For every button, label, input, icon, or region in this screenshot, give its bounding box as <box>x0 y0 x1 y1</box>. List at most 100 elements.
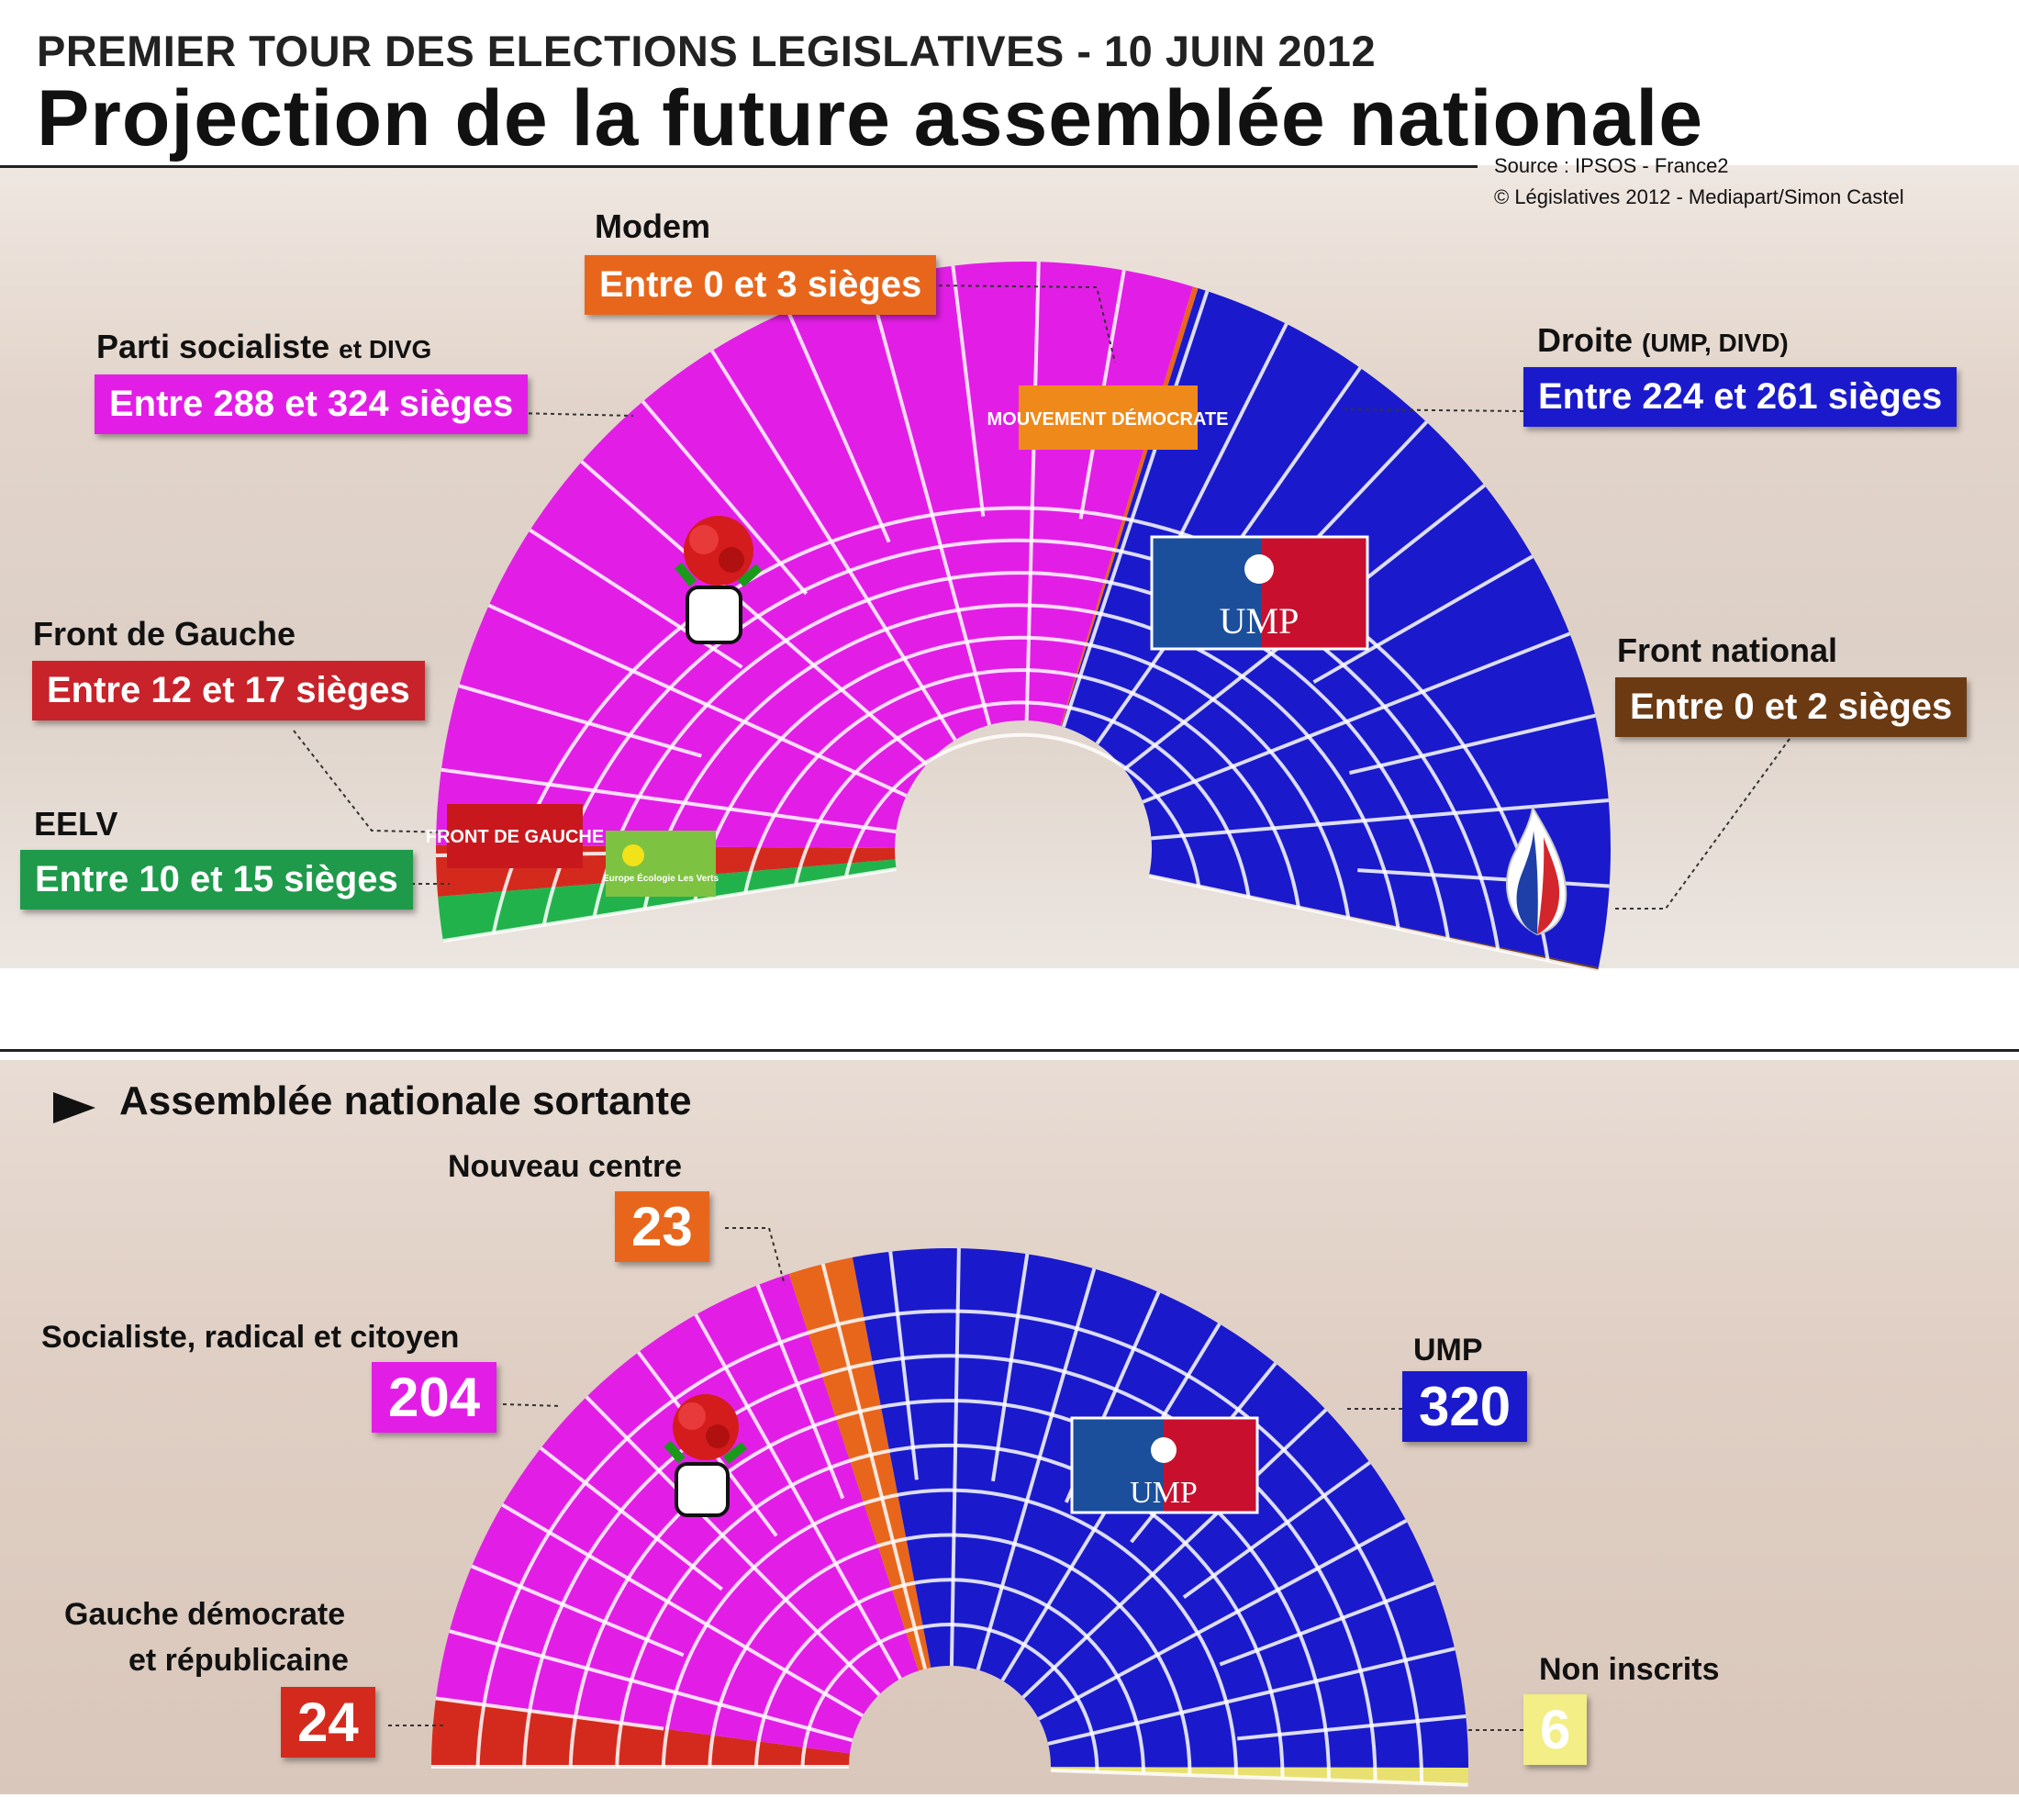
hemicycle-spoke-line <box>710 350 957 742</box>
value-box-ps: Entre 288 et 324 sièges <box>95 374 529 434</box>
hemicycle-spoke-line <box>990 1254 1030 1482</box>
hemicycle-spoke-line <box>458 684 702 758</box>
label-ps-suffix: et DIVG <box>339 335 432 363</box>
hemicycle-spoke-line <box>1047 1647 1456 1746</box>
label-modem: Modem <box>595 207 710 245</box>
hemicycle-spoke-line <box>976 1267 1097 1670</box>
fdg-logo-text: FRONT DE GAUCHE <box>426 827 604 847</box>
outgoing-hemicycle <box>431 1248 1468 1787</box>
hemicycle-spoke-line <box>442 866 898 943</box>
eelv-logo-text: Europe Écologie Les Verts <box>603 872 719 884</box>
value-box-src: 204 <box>372 1362 497 1433</box>
value-box-eelv: Entre 10 et 15 sièges <box>20 850 413 910</box>
section-arrow-icon <box>53 1092 95 1123</box>
hemicycle-spoke-line <box>786 309 891 543</box>
hemicycle-spoke-line <box>1061 290 1210 728</box>
page-title: Projection de la future assemblée nation… <box>37 74 1704 162</box>
section-title: Assemblée nationale sortante <box>119 1078 692 1123</box>
label-gdr-line2: et républicaine <box>128 1643 349 1678</box>
hemicycle-spoke-line <box>449 1629 853 1743</box>
label-droite-suffix: (UMP, DIVD) <box>1642 329 1789 357</box>
label-front-de-gauche: Front de Gauche <box>33 615 296 653</box>
hemicycle-spoke-line <box>888 1251 919 1480</box>
value-box-droite: Entre 224 et 261 sièges <box>1523 367 1958 427</box>
hemicycle-spoke-line <box>1357 868 1610 888</box>
party-logos: UMP UMP MOUVEMENT DÉMOCRATE FRONT DE GAU… <box>426 385 1567 1517</box>
leader-line-ps <box>513 412 634 417</box>
value-box-fn: Entre 0 et 2 sièges <box>1615 677 1968 737</box>
hemicycle-spoke-line <box>580 460 929 766</box>
ump-logo-icon: UMP <box>1150 535 1369 651</box>
hemicycle-spoke-line <box>501 1502 864 1718</box>
front-de-gauche-logo-icon: FRONT DE GAUCHE <box>426 804 604 868</box>
header-rule <box>0 165 1478 168</box>
hemicycle-spoke-line <box>1171 322 1288 551</box>
hemicycle-spoke-line <box>441 767 897 834</box>
value-box-ni: 6 <box>1523 1694 1588 1765</box>
hemicycle-segment-gauche-d-mocrate-et-r-publicaine <box>431 1698 850 1767</box>
hemicycle-spoke-line <box>1021 1408 1328 1699</box>
hemicycle-spoke-line <box>435 1696 664 1731</box>
ump-logo-icon: UMP <box>1070 1416 1259 1514</box>
leader-line-src <box>502 1403 561 1407</box>
hemicycle-spoke-line <box>1024 262 1041 721</box>
ps-rose-logo-icon <box>675 516 763 644</box>
hemicycle-row-line <box>843 732 1201 887</box>
value-box-modem: Entre 0 et 3 sièges <box>585 255 937 315</box>
value-box-ump: 320 <box>1402 1371 1528 1442</box>
label-eelv: EELV <box>34 805 118 843</box>
value-box-gdr: 24 <box>281 1687 375 1758</box>
label-ump: UMP <box>1413 1333 1483 1368</box>
label-parti-socialiste: Parti socialiste et DIVG <box>96 328 431 366</box>
hemicycle-spoke-line <box>585 1395 881 1696</box>
hemicycle-spoke-line <box>1237 1714 1467 1741</box>
hemicycle-spoke-line <box>1148 874 1599 974</box>
hemicycle-spoke-line <box>540 1446 723 1591</box>
eelv-logo-icon: Europe Écologie Les Verts <box>603 831 719 897</box>
hemicycle-spoke-line <box>951 265 986 517</box>
hemicycle-spoke-line <box>820 1263 928 1669</box>
credit-line: © Législatives 2012 - Mediapart/Simon Ca… <box>1494 185 1904 208</box>
hemicycle-spoke-line <box>1219 1580 1436 1667</box>
label-nouveau-centre: Nouveau centre <box>448 1149 683 1184</box>
label-gdr-line1: Gauche démocrate <box>64 1597 346 1632</box>
hemicycle-spoke-line <box>1312 554 1534 684</box>
hemicycle-spoke-line <box>1182 1460 1371 1599</box>
hemicycle-spoke-line <box>694 1313 902 1680</box>
modem-logo-text: MOUVEMENT DÉMOCRATE <box>987 408 1229 430</box>
hemicycle-spoke-line <box>1050 1768 1468 1787</box>
leader-line-fdg <box>293 730 455 833</box>
label-ps-name: Parti socialiste <box>96 328 330 365</box>
hemicycle-spoke-line <box>755 1284 845 1500</box>
hemicycle-spoke-line <box>866 282 992 726</box>
label-droite: Droite (UMP, DIVD) <box>1537 321 1789 360</box>
hemicycle-spoke-line <box>471 1564 685 1658</box>
value-box-fdg: Entre 12 et 17 sièges <box>32 661 425 720</box>
kicker: PREMIER TOUR DES ELECTIONS LEGISLATIVES … <box>37 27 1377 75</box>
front-national-flame-logo-icon <box>1506 805 1567 936</box>
label-src: Socialiste, radical et citoyen <box>41 1320 460 1355</box>
leader-line-droite <box>1344 408 1524 412</box>
ump-logo-text: UMP <box>1130 1476 1198 1510</box>
section-divider <box>0 1049 2019 1052</box>
hemicycle-spoke-line <box>949 1248 961 1667</box>
ps-rose-logo-icon <box>664 1394 748 1517</box>
hemicycle-spoke-line <box>487 603 908 798</box>
hemicycle-spoke-line <box>641 400 809 596</box>
hemicycle-spoke-line <box>1142 631 1571 804</box>
label-droite-name: Droite <box>1537 321 1634 359</box>
hemicycle-segment-nouveau-centre <box>788 1257 931 1671</box>
hemicycle-segment-eelv <box>438 859 897 942</box>
leader-line-nc <box>725 1227 786 1286</box>
leader-lines <box>293 285 1790 1731</box>
label-front-national: Front national <box>1617 631 1837 669</box>
modem-logo-icon: MOUVEMENT DÉMOCRATE <box>987 385 1229 450</box>
label-non-inscrits: Non inscrits <box>1539 1652 1720 1687</box>
value-box-nc: 23 <box>615 1191 709 1262</box>
source-line: Source : IPSOS - France2 <box>1494 154 1729 177</box>
ump-logo-text: UMP <box>1220 600 1300 642</box>
hemicycle-spoke-line <box>1349 713 1596 776</box>
leader-line-fn <box>1615 738 1790 910</box>
